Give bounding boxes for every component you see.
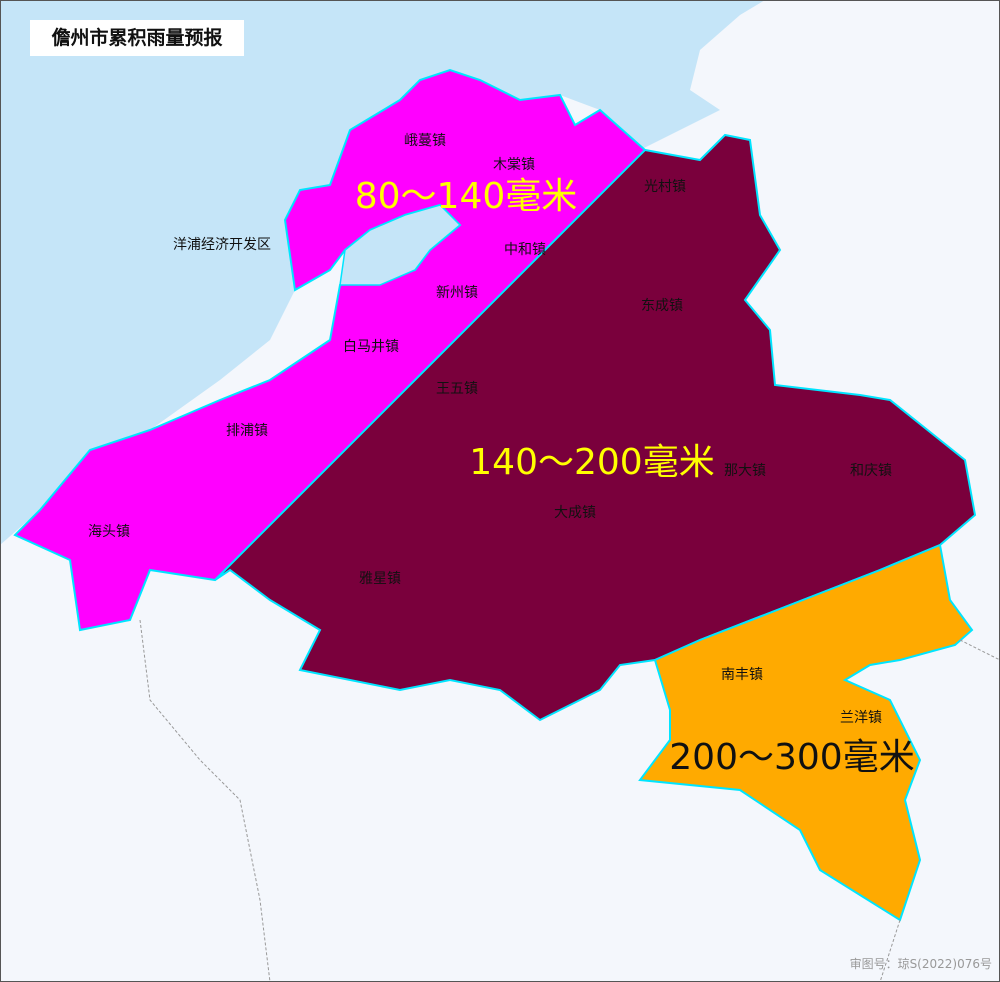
town-label: 海头镇 — [88, 524, 130, 540]
town-label: 大成镇 — [554, 505, 596, 521]
town-label: 排浦镇 — [226, 423, 268, 439]
town-label: 王五镇 — [436, 381, 478, 397]
bay — [339, 204, 462, 286]
town-label: 峨蔓镇 — [404, 133, 446, 149]
town-label: 洋浦经济开发区 — [173, 237, 271, 253]
town-label: 光村镇 — [644, 179, 686, 195]
town-label: 新州镇 — [436, 285, 478, 301]
region-200-300mm — [638, 543, 974, 922]
town-label: 和庆镇 — [850, 463, 892, 479]
county-boundary-west — [139, 619, 271, 982]
approval-number: 审图号：琼S(2022)076号 — [849, 957, 992, 971]
band-label-200-300: 200～300毫米 — [669, 737, 915, 778]
band-label-140-200: 140～200毫米 — [469, 442, 715, 483]
town-label: 白马井镇 — [343, 339, 399, 355]
town-label: 那大镇 — [724, 463, 766, 479]
town-label: 东成镇 — [641, 298, 683, 314]
map-title: 儋州市累积雨量预报 — [30, 20, 244, 56]
town-label: 雅星镇 — [359, 571, 401, 587]
band-label-80-140: 80～140毫米 — [354, 176, 578, 217]
county-boundary-east — [879, 639, 1000, 982]
town-label: 兰洋镇 — [840, 710, 882, 726]
town-label: 南丰镇 — [721, 667, 763, 683]
sea-area — [0, 0, 765, 545]
town-label: 中和镇 — [504, 242, 546, 258]
town-label: 木棠镇 — [493, 157, 535, 173]
